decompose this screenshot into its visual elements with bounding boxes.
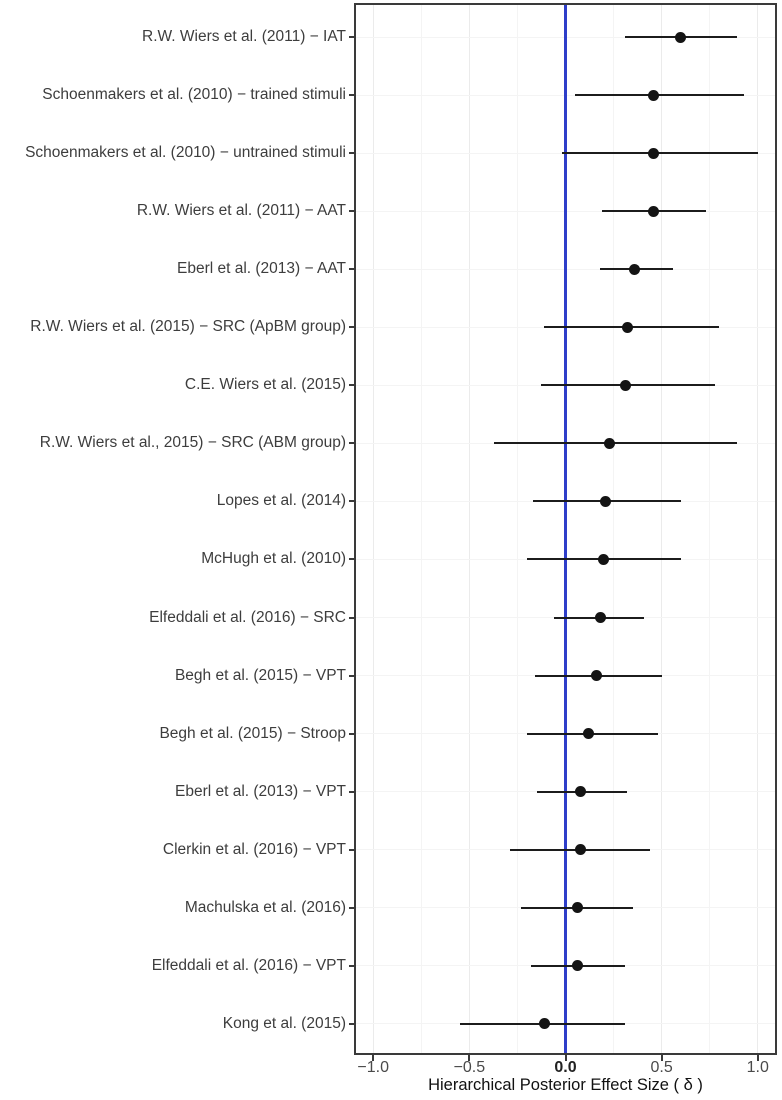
y-tick-mark bbox=[349, 210, 354, 213]
major-gridline-x bbox=[468, 3, 470, 1055]
x-tick-label: 1.0 bbox=[746, 1059, 769, 1076]
posterior-mean-point bbox=[538, 1018, 550, 1030]
x-tick-mark bbox=[468, 1055, 471, 1061]
y-axis-label: C.E. Wiers et al. (2015) bbox=[184, 376, 346, 394]
y-tick-mark bbox=[349, 500, 354, 503]
posterior-mean-point bbox=[675, 31, 687, 43]
posterior-mean-point bbox=[594, 612, 606, 623]
x-tick-mark bbox=[372, 1055, 375, 1061]
y-axis-label: Begh et al. (2015) − Stroop bbox=[159, 724, 346, 742]
x-tick-label: 0.0 bbox=[554, 1059, 577, 1076]
y-axis-label: Schoenmakers et al. (2010) − trained sti… bbox=[42, 86, 346, 104]
y-tick-mark bbox=[349, 326, 354, 329]
y-axis-label: Eberl et al. (2013) − AAT bbox=[176, 260, 346, 278]
posterior-mean-point bbox=[571, 960, 583, 972]
y-axis-label: Begh et al. (2015) − VPT bbox=[174, 666, 346, 684]
posterior-mean-point bbox=[571, 902, 583, 914]
y-axis-label: Elfeddali et al. (2016) − SRC bbox=[149, 608, 346, 626]
y-axis-label: McHugh et al. (2010) bbox=[201, 550, 346, 568]
y-tick-mark bbox=[349, 616, 354, 619]
posterior-mean-point bbox=[604, 437, 616, 449]
y-axis-label: Schoenmakers et al. (2010) − untrained s… bbox=[25, 144, 346, 162]
minor-gridline-x bbox=[420, 3, 422, 1055]
posterior-mean-point bbox=[648, 147, 660, 159]
major-gridline-x bbox=[372, 3, 374, 1055]
posterior-mean-point bbox=[600, 495, 612, 507]
y-tick-mark bbox=[349, 36, 354, 38]
plot-panel bbox=[354, 3, 777, 1055]
x-tick-label: −0.5 bbox=[453, 1059, 486, 1076]
y-tick-mark bbox=[349, 674, 354, 677]
y-axis-label: R.W. Wiers et al., 2015) − SRC (ABM grou… bbox=[39, 434, 346, 452]
y-tick-mark bbox=[349, 732, 354, 735]
y-tick-mark bbox=[349, 964, 354, 967]
ci-error-bar bbox=[575, 94, 745, 97]
y-axis-label: Eberl et al. (2013) − VPT bbox=[174, 782, 346, 800]
posterior-mean-point bbox=[583, 728, 595, 740]
y-tick-mark bbox=[349, 384, 354, 387]
x-tick-label: 0.5 bbox=[650, 1059, 673, 1076]
posterior-mean-point bbox=[648, 89, 660, 101]
posterior-mean-point bbox=[575, 844, 587, 856]
y-axis-label: Elfeddali et al. (2016) − VPT bbox=[151, 956, 346, 974]
y-axis-label: R.W. Wiers et al. (2015) − SRC (ApBM gro… bbox=[30, 318, 346, 336]
posterior-mean-point bbox=[648, 205, 660, 217]
minor-gridline-x bbox=[613, 3, 615, 1055]
y-tick-mark bbox=[349, 558, 354, 561]
posterior-mean-point bbox=[590, 670, 602, 682]
y-tick-mark bbox=[349, 268, 354, 271]
x-axis-title: Hierarchical Posterior Effect Size ( δ ) bbox=[428, 1076, 703, 1094]
y-axis-label: Clerkin et al. (2016) − VPT bbox=[162, 840, 346, 858]
y-tick-mark bbox=[349, 94, 354, 97]
ci-error-bar bbox=[561, 152, 758, 155]
y-tick-mark bbox=[349, 906, 354, 909]
posterior-mean-point bbox=[621, 321, 633, 333]
y-axis-label: Lopes et al. (2014) bbox=[216, 492, 346, 510]
y-axis-label: Machulska et al. (2016) bbox=[184, 898, 346, 916]
y-tick-mark bbox=[349, 1022, 354, 1025]
major-gridline-x bbox=[757, 3, 759, 1055]
major-gridline-x bbox=[661, 3, 663, 1055]
x-tick-label: −1.0 bbox=[357, 1059, 390, 1076]
posterior-mean-point bbox=[598, 553, 610, 565]
x-tick-mark bbox=[660, 1055, 663, 1061]
y-tick-mark bbox=[349, 152, 354, 155]
x-tick-mark bbox=[564, 1055, 567, 1061]
y-tick-mark bbox=[349, 848, 354, 851]
posterior-mean-point bbox=[629, 263, 641, 275]
y-tick-mark bbox=[349, 790, 354, 793]
zero-reference-line bbox=[564, 3, 567, 1055]
minor-gridline-x bbox=[709, 3, 711, 1055]
y-axis-label: Kong et al. (2015) bbox=[222, 1014, 346, 1032]
minor-gridline-x bbox=[516, 3, 518, 1055]
ci-error-bar bbox=[494, 442, 737, 445]
y-tick-mark bbox=[349, 442, 354, 445]
posterior-mean-point bbox=[575, 786, 587, 798]
x-tick-mark bbox=[756, 1055, 759, 1061]
posterior-mean-point bbox=[619, 379, 631, 391]
y-axis-label: R.W. Wiers et al. (2011) − IAT bbox=[142, 28, 346, 45]
y-axis-label: R.W. Wiers et al. (2011) − AAT bbox=[136, 202, 346, 220]
